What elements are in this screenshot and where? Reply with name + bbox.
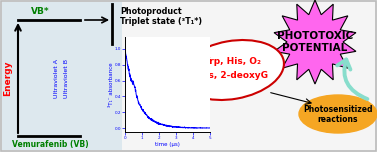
Polygon shape <box>274 0 356 84</box>
Y-axis label: ³T₁⁻ absorbance: ³T₁⁻ absorbance <box>109 62 114 107</box>
Text: Triplet state (³T₁*): Triplet state (³T₁*) <box>120 17 202 26</box>
Text: reactions: reactions <box>318 114 358 123</box>
Text: Energy: Energy <box>3 60 12 96</box>
Ellipse shape <box>299 95 377 133</box>
Text: Ultraviolet B: Ultraviolet B <box>64 59 69 97</box>
Text: Ultraviolet A: Ultraviolet A <box>55 59 60 97</box>
Text: Photosensitized: Photosensitized <box>303 105 373 114</box>
Text: Vemurafenib (VB): Vemurafenib (VB) <box>12 140 88 150</box>
Text: VB*: VB* <box>31 7 49 17</box>
Text: Trp, His, O₂: Trp, His, O₂ <box>204 57 261 66</box>
Ellipse shape <box>180 40 284 100</box>
Text: POTENTIAL: POTENTIAL <box>282 43 348 53</box>
Text: Photoproduct: Photoproduct <box>120 7 182 16</box>
Text: PHOTOTOXIC: PHOTOTOXIC <box>277 31 353 41</box>
X-axis label: time (μs): time (μs) <box>155 142 180 147</box>
FancyBboxPatch shape <box>2 2 122 150</box>
Text: Cys, 2-deoxyG: Cys, 2-deoxyG <box>196 71 268 81</box>
FancyArrowPatch shape <box>337 60 368 99</box>
